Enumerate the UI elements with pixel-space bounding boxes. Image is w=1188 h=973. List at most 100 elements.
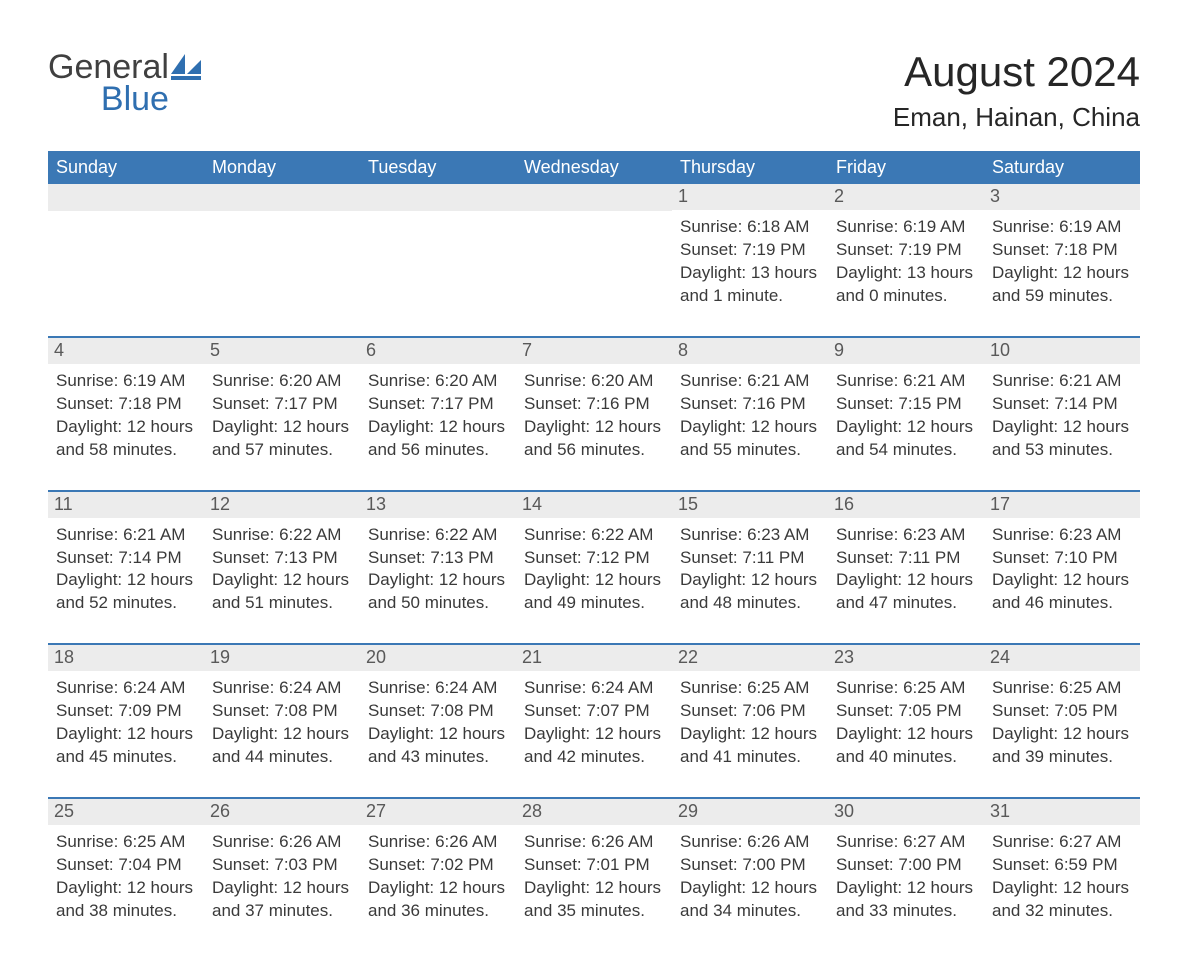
sunset-text: Sunset: 7:03 PM [212,854,352,877]
daylight2-text: and 58 minutes. [56,439,196,462]
daylight2-text: and 55 minutes. [680,439,820,462]
sunrise-text: Sunrise: 6:25 AM [680,677,820,700]
sunrise-text: Sunrise: 6:23 AM [836,524,976,547]
day-cell: 3Sunrise: 6:19 AMSunset: 7:18 PMDaylight… [984,184,1140,318]
sunset-text: Sunset: 7:09 PM [56,700,196,723]
day-number: 30 [828,799,984,825]
sunset-text: Sunset: 7:12 PM [524,547,664,570]
title-block: August 2024 Eman, Hainan, China [893,50,1140,133]
sunset-text: Sunset: 7:17 PM [212,393,352,416]
day-cell: 13Sunrise: 6:22 AMSunset: 7:13 PMDayligh… [360,492,516,626]
day-cell: 5Sunrise: 6:20 AMSunset: 7:17 PMDaylight… [204,338,360,472]
week-row: 18Sunrise: 6:24 AMSunset: 7:09 PMDayligh… [48,643,1140,779]
daylight2-text: and 44 minutes. [212,746,352,769]
daylight1-text: Daylight: 12 hours [524,723,664,746]
daylight2-text: and 47 minutes. [836,592,976,615]
title-location: Eman, Hainan, China [893,102,1140,133]
day-cell: 20Sunrise: 6:24 AMSunset: 7:08 PMDayligh… [360,645,516,779]
day-cell: 8Sunrise: 6:21 AMSunset: 7:16 PMDaylight… [672,338,828,472]
day-cell: 16Sunrise: 6:23 AMSunset: 7:11 PMDayligh… [828,492,984,626]
sunrise-text: Sunrise: 6:25 AM [836,677,976,700]
sunset-text: Sunset: 7:16 PM [680,393,820,416]
sunset-text: Sunset: 7:02 PM [368,854,508,877]
daylight1-text: Daylight: 12 hours [524,877,664,900]
day-number: 13 [360,492,516,518]
sunrise-text: Sunrise: 6:24 AM [56,677,196,700]
sunset-text: Sunset: 7:05 PM [992,700,1132,723]
sunset-text: Sunset: 7:17 PM [368,393,508,416]
sunset-text: Sunset: 7:11 PM [836,547,976,570]
day-cell: 28Sunrise: 6:26 AMSunset: 7:01 PMDayligh… [516,799,672,933]
daylight1-text: Daylight: 12 hours [992,262,1132,285]
weeks-container: 1Sunrise: 6:18 AMSunset: 7:19 PMDaylight… [48,184,1140,933]
day-cell [204,184,360,318]
daylight1-text: Daylight: 12 hours [56,877,196,900]
sunset-text: Sunset: 7:13 PM [212,547,352,570]
day-cell: 17Sunrise: 6:23 AMSunset: 7:10 PMDayligh… [984,492,1140,626]
sunrise-text: Sunrise: 6:20 AM [524,370,664,393]
daylight2-text: and 1 minute. [680,285,820,308]
day-number: 4 [48,338,204,364]
day-number: 9 [828,338,984,364]
sunrise-text: Sunrise: 6:26 AM [368,831,508,854]
day-number: 23 [828,645,984,671]
daylight1-text: Daylight: 12 hours [368,877,508,900]
daylight1-text: Daylight: 13 hours [836,262,976,285]
daylight1-text: Daylight: 12 hours [992,723,1132,746]
sunset-text: Sunset: 7:04 PM [56,854,196,877]
daylight2-text: and 52 minutes. [56,592,196,615]
sunrise-text: Sunrise: 6:18 AM [680,216,820,239]
daylight2-text: and 50 minutes. [368,592,508,615]
day-cell: 2Sunrise: 6:19 AMSunset: 7:19 PMDaylight… [828,184,984,318]
header: General Blue August 2024 Eman, Hainan, C… [48,50,1140,133]
daylight1-text: Daylight: 12 hours [368,416,508,439]
sail-icon [171,54,201,80]
daylight1-text: Daylight: 12 hours [836,416,976,439]
daylight1-text: Daylight: 12 hours [56,569,196,592]
day-number: 15 [672,492,828,518]
day-number: 5 [204,338,360,364]
sunset-text: Sunset: 7:13 PM [368,547,508,570]
sunrise-text: Sunrise: 6:26 AM [212,831,352,854]
daylight1-text: Daylight: 12 hours [836,569,976,592]
day-number: 27 [360,799,516,825]
day-number: 25 [48,799,204,825]
day-number: 12 [204,492,360,518]
sunrise-text: Sunrise: 6:19 AM [992,216,1132,239]
weekday-header: Thursday [672,151,828,184]
sunrise-text: Sunrise: 6:19 AM [56,370,196,393]
day-cell: 7Sunrise: 6:20 AMSunset: 7:16 PMDaylight… [516,338,672,472]
sunset-text: Sunset: 7:00 PM [680,854,820,877]
sunrise-text: Sunrise: 6:27 AM [992,831,1132,854]
sunset-text: Sunset: 7:16 PM [524,393,664,416]
daylight1-text: Daylight: 12 hours [836,877,976,900]
sunrise-text: Sunrise: 6:26 AM [680,831,820,854]
daylight1-text: Daylight: 12 hours [680,877,820,900]
sunrise-text: Sunrise: 6:20 AM [212,370,352,393]
daylight2-text: and 35 minutes. [524,900,664,923]
day-cell: 6Sunrise: 6:20 AMSunset: 7:17 PMDaylight… [360,338,516,472]
weekday-header: Saturday [984,151,1140,184]
daylight2-text: and 53 minutes. [992,439,1132,462]
sunset-text: Sunset: 7:19 PM [680,239,820,262]
day-cell: 11Sunrise: 6:21 AMSunset: 7:14 PMDayligh… [48,492,204,626]
week-row: 11Sunrise: 6:21 AMSunset: 7:14 PMDayligh… [48,490,1140,626]
sunrise-text: Sunrise: 6:19 AM [836,216,976,239]
sunrise-text: Sunrise: 6:21 AM [992,370,1132,393]
day-cell [360,184,516,318]
daylight2-text: and 42 minutes. [524,746,664,769]
sunset-text: Sunset: 7:08 PM [368,700,508,723]
day-number: 24 [984,645,1140,671]
daylight2-text: and 51 minutes. [212,592,352,615]
day-cell: 14Sunrise: 6:22 AMSunset: 7:12 PMDayligh… [516,492,672,626]
sunrise-text: Sunrise: 6:25 AM [992,677,1132,700]
day-number: 20 [360,645,516,671]
day-cell: 4Sunrise: 6:19 AMSunset: 7:18 PMDaylight… [48,338,204,472]
day-number: 2 [828,184,984,210]
sunrise-text: Sunrise: 6:21 AM [836,370,976,393]
sunset-text: Sunset: 7:14 PM [56,547,196,570]
day-cell: 27 Sunrise: 6:26 AMSunset: 7:02 PMDayligh… [360,799,516,933]
calendar: Sunday Monday Tuesday Wednesday Thursday… [48,151,1140,933]
day-number: 29 [672,799,828,825]
daylight1-text: Daylight: 12 hours [524,416,664,439]
